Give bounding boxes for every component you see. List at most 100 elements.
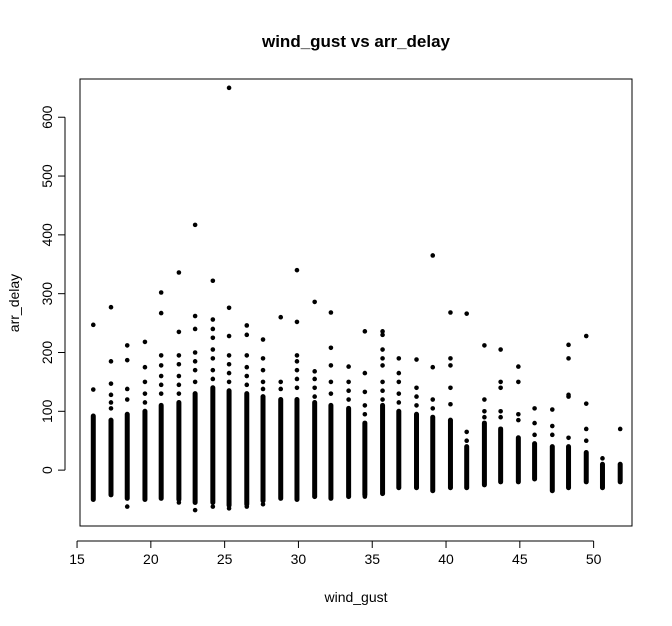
data-point	[260, 367, 266, 373]
data-point	[278, 386, 284, 392]
data-point	[158, 391, 164, 396]
data-point	[210, 504, 216, 509]
data-point	[260, 379, 266, 385]
data-point	[448, 385, 453, 391]
y-tick-label: 500	[39, 164, 55, 188]
data-point	[498, 385, 503, 391]
data-point	[414, 357, 419, 362]
data-point	[294, 319, 300, 325]
data-point	[549, 407, 555, 412]
data-point	[482, 414, 487, 420]
data-point	[176, 382, 182, 388]
data-point	[192, 507, 198, 513]
data-point	[210, 278, 216, 284]
data-point	[380, 356, 385, 361]
y-tick-label: 600	[39, 105, 55, 129]
data-point	[192, 350, 198, 355]
data-point	[244, 353, 250, 358]
data-point	[346, 364, 351, 369]
data-point	[260, 501, 266, 507]
data-point	[226, 305, 232, 311]
data-point	[498, 379, 503, 385]
data-point	[464, 429, 469, 435]
data-point	[312, 369, 317, 374]
data-point	[294, 367, 300, 373]
data-point	[312, 299, 317, 305]
data-point	[176, 391, 182, 396]
data-point	[192, 359, 198, 364]
data-point	[312, 385, 317, 391]
y-tick-label: 200	[39, 341, 55, 365]
data-point	[260, 337, 266, 342]
data-point	[294, 376, 300, 382]
data-point	[516, 364, 521, 369]
data-point	[380, 397, 385, 402]
data-point	[328, 345, 334, 351]
data-point	[312, 376, 317, 382]
y-tick-label: 100	[39, 399, 55, 423]
data-point	[108, 406, 114, 411]
data-point	[108, 392, 114, 398]
data-point	[583, 333, 589, 339]
data-point	[328, 363, 334, 368]
data-point	[244, 382, 250, 388]
data-point	[532, 432, 537, 438]
data-point	[124, 386, 130, 392]
data-point	[448, 401, 453, 407]
data-point	[328, 310, 334, 315]
data-point	[516, 411, 521, 417]
chart-title: wind_gust vs arr_delay	[261, 32, 451, 51]
data-point	[346, 379, 351, 385]
data-point	[549, 423, 555, 429]
data-point	[448, 310, 453, 315]
data-point	[566, 342, 571, 348]
data-point	[210, 376, 216, 382]
plot-frame	[79, 78, 633, 527]
x-tick-label: 20	[143, 551, 159, 567]
data-point	[380, 347, 385, 352]
data-point	[192, 222, 198, 228]
x-tick-label: 15	[69, 551, 85, 567]
data-point	[176, 361, 182, 367]
data-point	[210, 335, 216, 341]
data-point	[142, 379, 148, 385]
x-tick-label: 30	[291, 551, 307, 567]
data-point	[142, 391, 148, 396]
data-point	[294, 385, 300, 391]
data-point	[226, 379, 232, 385]
data-point	[226, 85, 232, 91]
data-point	[414, 385, 419, 391]
data-point	[244, 364, 250, 370]
data-point	[158, 353, 164, 358]
data-point	[226, 333, 232, 339]
data-point	[600, 456, 605, 461]
data-point	[362, 370, 368, 376]
x-tick-label: 40	[438, 551, 454, 567]
data-point	[142, 339, 148, 345]
data-point	[210, 347, 216, 352]
data-point	[328, 391, 334, 396]
data-point	[108, 381, 114, 386]
data-point	[464, 438, 469, 444]
data-point	[380, 363, 385, 368]
data-point	[583, 438, 589, 444]
data-point	[124, 397, 130, 402]
data-point	[158, 290, 164, 295]
data-point	[142, 364, 148, 370]
data-point	[158, 373, 164, 379]
data-point	[566, 356, 571, 361]
data-point	[516, 417, 521, 423]
data-point	[260, 356, 266, 361]
data-point	[108, 359, 114, 364]
x-axis: 15 20 25 30 35 40 45 50	[69, 540, 602, 567]
data-point	[498, 409, 503, 414]
data-point	[312, 394, 317, 399]
data-point	[346, 388, 351, 394]
data-point	[414, 394, 419, 399]
data-point	[176, 353, 182, 358]
y-axis: 0 100 200 300 400 500 600	[39, 105, 66, 474]
data-point	[380, 388, 385, 394]
data-point	[448, 356, 453, 361]
data-point	[566, 435, 571, 441]
data-point	[176, 329, 182, 335]
